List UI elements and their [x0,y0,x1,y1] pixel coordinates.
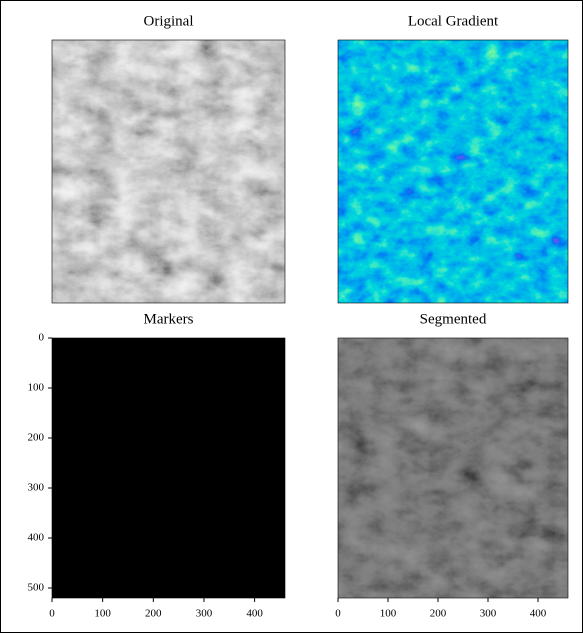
x-tick-label: 0 [335,608,341,620]
y-tick-label: 200 [28,432,45,444]
panel-title: Markers [144,311,194,327]
x-tick-label: 400 [246,608,263,620]
image [52,40,285,303]
x-tick-label: 0 [49,608,55,620]
y-tick-label: 100 [28,382,45,394]
x-tick-label: 400 [530,608,547,620]
x-tick-label: 300 [196,608,213,620]
y-tick-label: 500 [28,582,45,594]
image [338,40,568,303]
image [338,338,568,598]
y-tick-label: 0 [39,332,45,344]
panel-title: Segmented [420,311,487,327]
figure: Original Local Gradient Markers 0 100 200 300 4… [0,0,583,633]
x-tick-label: 100 [380,608,397,620]
y-tick-label: 400 [28,532,45,544]
panel-title: Local Gradient [408,13,499,29]
panel-title: Original [144,13,194,29]
x-tick-label: 300 [480,608,497,620]
x-tick-label: 200 [145,608,162,620]
y-tick-label: 300 [28,482,45,494]
x-tick-label: 100 [94,608,111,620]
x-tick-label: 200 [430,608,447,620]
image [52,338,285,598]
